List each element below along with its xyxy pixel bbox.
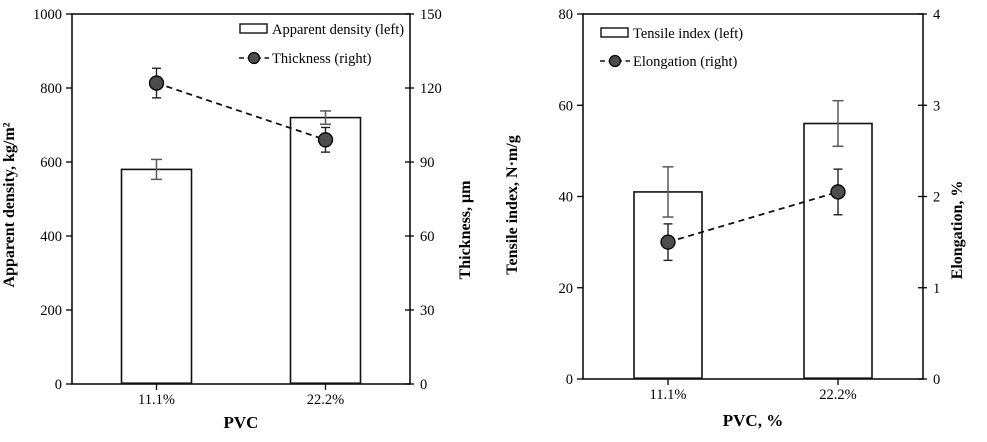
y-axis-right-tick-label: 3 — [933, 98, 940, 114]
legend-marker-swatch — [608, 54, 622, 68]
bar — [120, 168, 193, 384]
y-axis-left-tick-label: 40 — [559, 190, 574, 206]
legend-bar-label: Tensile index (left) — [633, 26, 743, 42]
y-axis-left-tick-label: 800 — [40, 81, 62, 97]
y-axis-right-tick-label: 120 — [420, 81, 442, 97]
x-axis-category-label: 11.1% — [650, 387, 687, 403]
y-axis-left-tick-label: 600 — [40, 155, 62, 171]
plot-area — [71, 13, 411, 385]
y-axis-right-tick-label: 90 — [420, 155, 435, 171]
y-axis-left-title: Apparent density, kg/m² — [1, 122, 18, 287]
y-axis-left-tick-label: 20 — [559, 281, 574, 297]
data-point-marker — [660, 234, 676, 250]
y-axis-left-tick-label: 0 — [55, 377, 62, 393]
legend-line-label: Thickness (right) — [272, 51, 372, 67]
x-axis-category-label: 22.2% — [307, 392, 344, 408]
y-axis-right-tick-label: 2 — [933, 190, 940, 206]
bar — [289, 116, 362, 385]
dashed-connector-line — [667, 191, 839, 243]
y-axis-right-tick-label: 30 — [420, 303, 435, 319]
data-point-marker — [148, 75, 165, 91]
legend-bar-swatch — [239, 23, 268, 34]
y-axis-right-tick-label: 4 — [933, 7, 941, 23]
y-axis-right-tick-label: 0 — [420, 377, 427, 393]
bar — [633, 191, 703, 379]
x-axis-category-label: 22.2% — [819, 387, 856, 403]
y-axis-right-tick-label: 0 — [933, 372, 940, 388]
y-axis-right-tick-label: 60 — [420, 229, 435, 245]
y-axis-right-title: Elongation, % — [949, 181, 966, 280]
bar — [803, 122, 873, 379]
y-axis-left-title: Tensile index, N·m/g — [504, 135, 521, 274]
legend-bar-label: Apparent density (left) — [272, 22, 404, 38]
x-axis-title: PVC, % — [723, 411, 783, 430]
y-axis-left-tick-label: 200 — [40, 303, 62, 319]
dashed-connector-line — [156, 82, 326, 141]
y-axis-right-tick-label: 1 — [933, 281, 940, 297]
y-axis-right-title: Thickness, μm — [457, 180, 474, 280]
y-axis-right-tick-label: 150 — [420, 7, 442, 23]
y-axis-left-tick-label: 60 — [559, 98, 574, 114]
chart-tensile-elongation: 0 20 40 60 80 0 1 2 3 4 11.1% 22.2% Tensile index, N… — [504, 7, 966, 430]
y-axis-left-tick-label: 1000 — [33, 7, 62, 23]
x-axis-title: PVC — [224, 413, 259, 432]
x-axis-category-label: 11.1% — [138, 392, 175, 408]
legend-bar-swatch — [600, 27, 629, 38]
chart-apparent-density-thickness: 0 200 400 600 800 1000 0 30 60 90 120 150 11.1% 22.2%… — [1, 7, 474, 432]
data-point-marker — [317, 132, 334, 148]
y-axis-left-tick-label: 400 — [40, 229, 62, 245]
data-point-marker — [830, 184, 846, 200]
legend-marker-swatch — [247, 51, 261, 65]
legend-line-label: Elongation (right) — [633, 54, 737, 70]
y-axis-left-tick-label: 80 — [559, 7, 574, 23]
y-axis-left-tick-label: 0 — [566, 372, 573, 388]
